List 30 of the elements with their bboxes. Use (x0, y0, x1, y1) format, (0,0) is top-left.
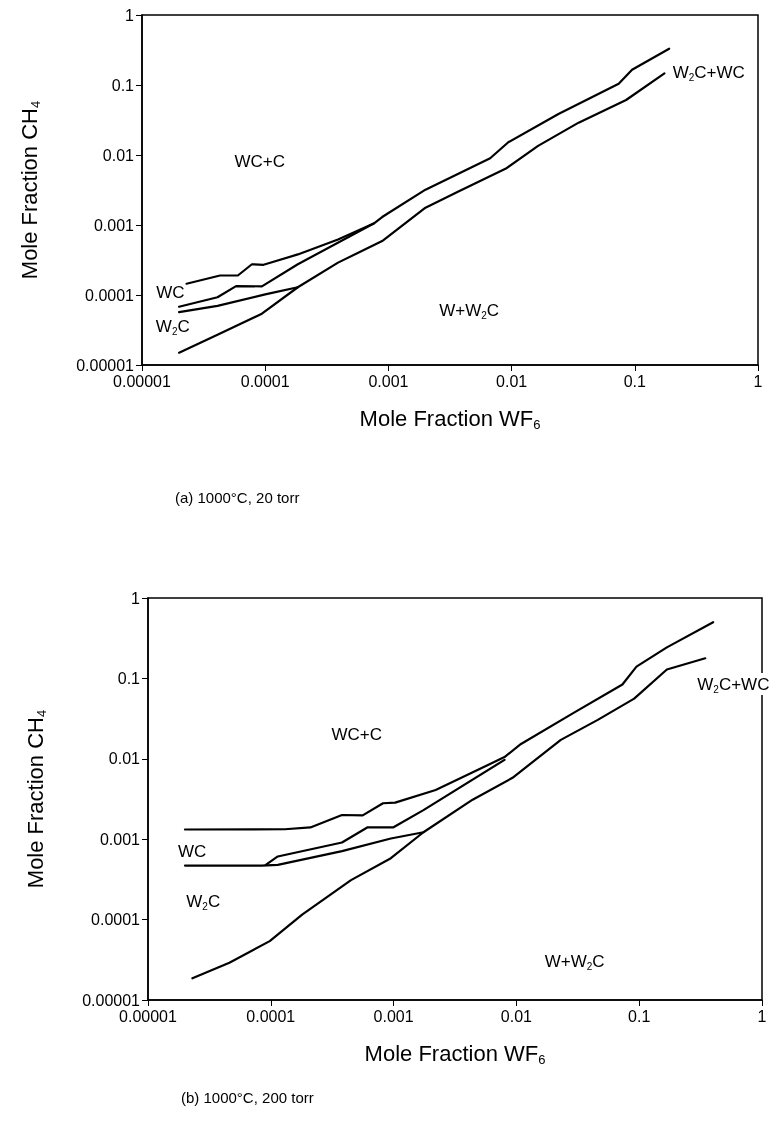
annotation: WC (156, 282, 185, 302)
y-tick-label: 1 (125, 6, 135, 24)
y-tick-label: 0.01 (102, 146, 135, 164)
y-tick-label: 0.01 (108, 750, 141, 768)
x-tick-label: 0.0001 (246, 1007, 296, 1025)
y-axis-title: Mole Fraction CH4 (16, 100, 43, 280)
x-tick-label: 0.0001 (240, 372, 290, 390)
y-tick-label: 0.1 (111, 76, 135, 94)
annotation: WC+C (234, 152, 285, 172)
x-tick-label: 0.01 (500, 1007, 533, 1025)
y-tick-label: 0.0001 (91, 911, 141, 929)
annotation: WC+C (331, 725, 383, 745)
text: (b) 1000°C, 200 torr (181, 1089, 314, 1106)
y-tick-label: 0.1 (117, 669, 141, 687)
y-tick-label: 0.00001 (76, 356, 135, 374)
y-tick-label: 0.001 (99, 830, 141, 848)
y-tick-label: 0.00001 (82, 991, 141, 1009)
y-tick-label: 1 (131, 589, 141, 607)
x-tick-label: 0.1 (628, 1007, 651, 1025)
y-axis-title: Mole Fraction CH4 (22, 709, 49, 889)
y-tick-label: 0.001 (93, 216, 135, 234)
x-tick-label: 0.001 (373, 1007, 414, 1025)
x-tick-label: 0.001 (368, 372, 409, 390)
annotation: WC (178, 842, 207, 862)
y-tick-label: 0.0001 (85, 286, 135, 304)
text: (a) 1000°C, 20 torr (175, 489, 300, 506)
x-tick-label: 0.1 (623, 372, 647, 390)
x-tick-label: 1 (757, 1007, 767, 1025)
x-tick-label: 1 (753, 372, 763, 390)
x-tick-label: 0.01 (496, 372, 528, 390)
